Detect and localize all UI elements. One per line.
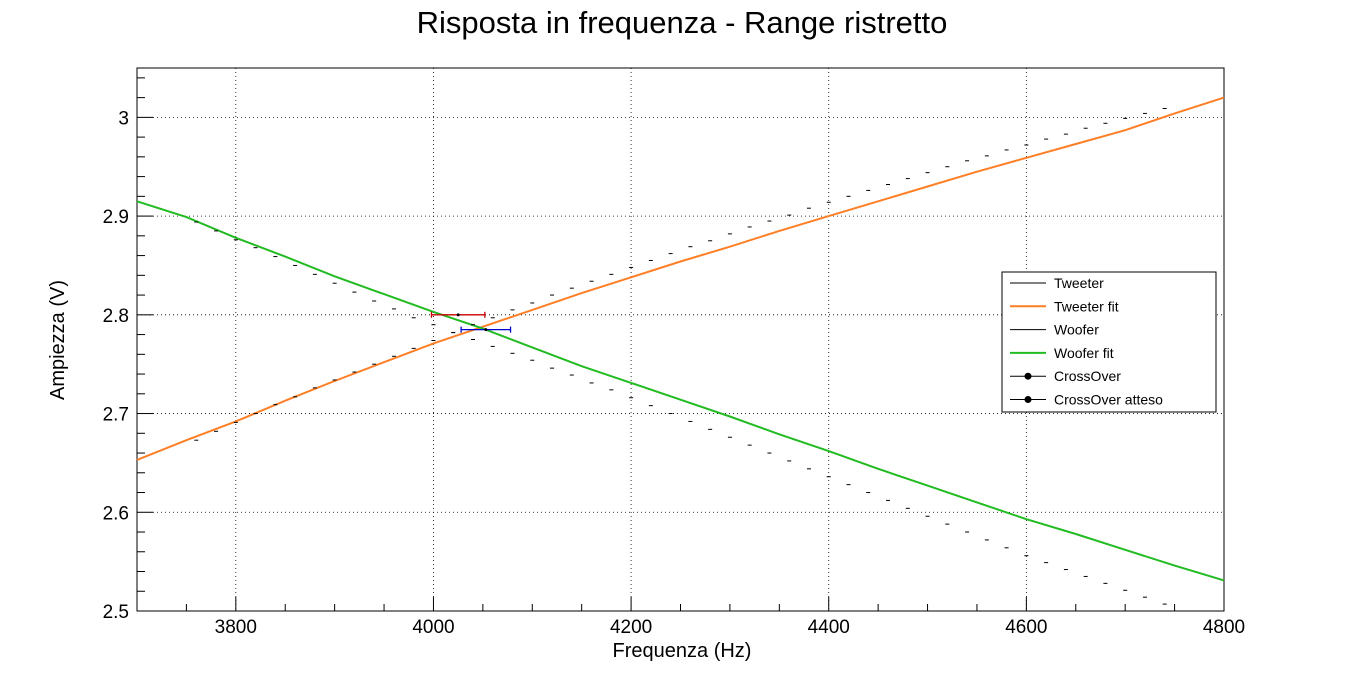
legend-box (1001, 271, 1217, 413)
y-tick-label: 2.8 (103, 306, 129, 327)
legend-marker (1024, 372, 1032, 380)
x-tick-label: 4600 (1005, 617, 1047, 638)
chart-title: Risposta in frequenza - Range ristretto (417, 5, 948, 40)
legend-label: Tweeter fit (1054, 298, 1119, 314)
series-line (136, 200, 1225, 582)
legend-marker (1024, 396, 1032, 403)
legend-label: Woofer (1054, 322, 1099, 338)
legend: Tweeter Tweeter fit Woofer Woofer fit CrossO… (1001, 271, 1217, 413)
series-layer (136, 96, 1225, 605)
y-tick-label: 2.5 (103, 602, 129, 623)
legend-label: Woofer fit (1054, 345, 1114, 361)
x-tick-label: 4400 (808, 617, 850, 638)
crossover-point (456, 313, 460, 317)
y-axis-label: Ampiezza (V) (47, 280, 69, 400)
crossover-point (484, 328, 488, 332)
series-line (136, 96, 1225, 461)
legend-label: CrossOver (1054, 368, 1121, 384)
legend-label: Tweeter (1054, 275, 1104, 291)
x-tick-label: 3800 (215, 617, 257, 638)
legend-label: CrossOver atteso (1054, 392, 1163, 408)
y-tick-label: 2.6 (103, 503, 129, 524)
y-tick-label: 2.9 (103, 207, 129, 228)
y-tick-label: 3 (118, 108, 129, 129)
x-tick-label: 4000 (412, 617, 454, 638)
x-axis: 3800 4000 4200 4400 4600 4800 (185, 597, 1245, 638)
x-axis-label: Frequenza (Hz) (613, 640, 752, 662)
y-tick-label: 2.7 (103, 405, 129, 426)
x-tick-label: 4800 (1203, 617, 1245, 638)
y-axis: 2.5 2.6 2.7 2.8 2.9 3 (103, 77, 153, 623)
x-tick-label: 4200 (610, 617, 652, 638)
